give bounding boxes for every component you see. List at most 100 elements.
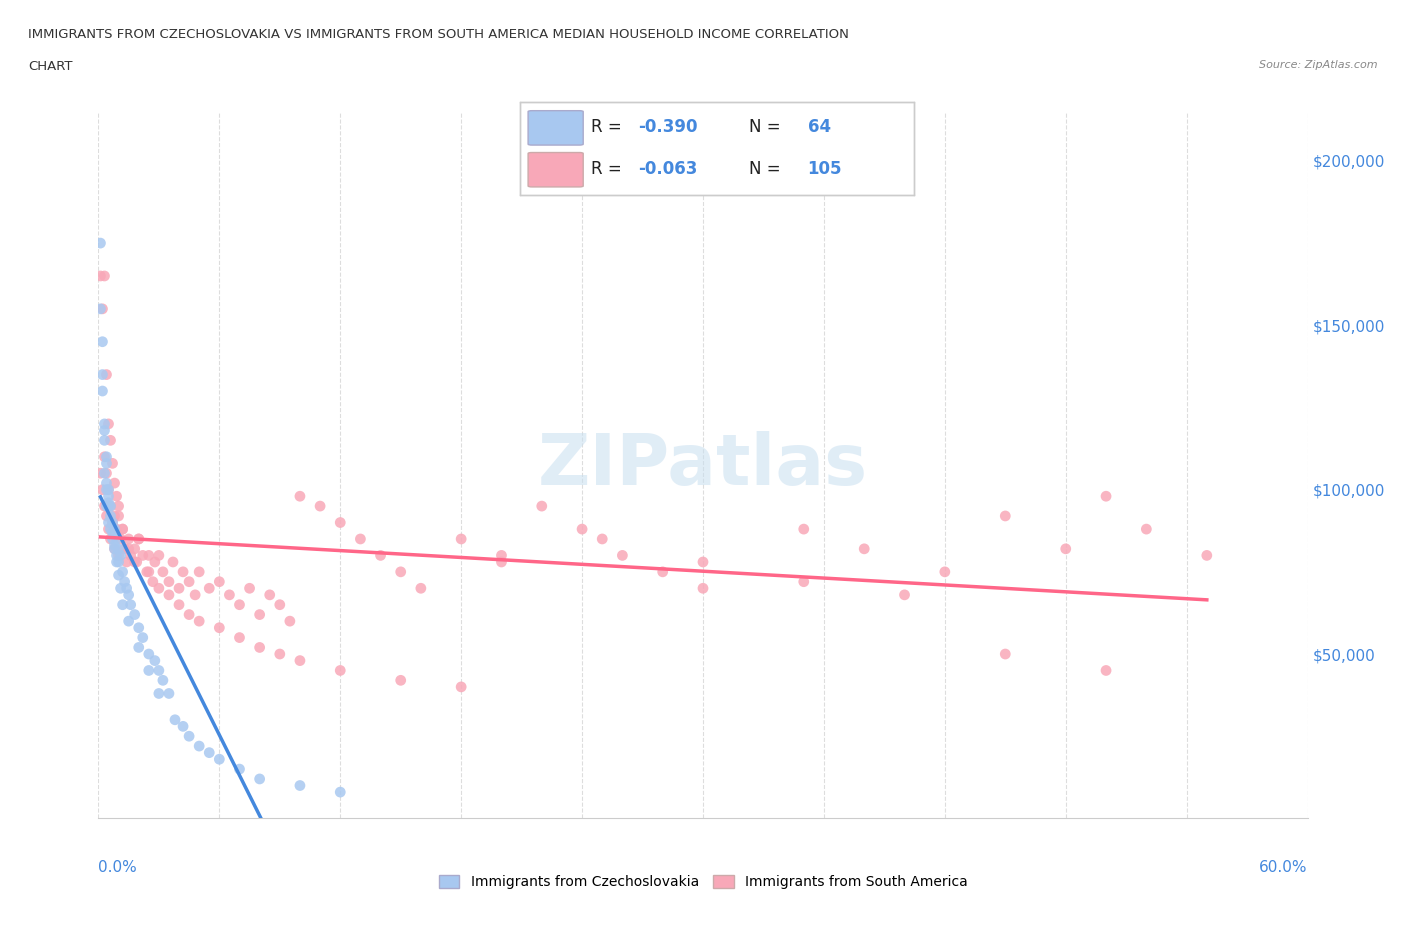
Point	[692, 581, 714, 596]
Point	[96, 509, 118, 524]
Point	[89, 235, 111, 250]
Point	[1095, 489, 1118, 504]
Point	[96, 456, 118, 471]
Point	[450, 680, 472, 695]
Point	[100, 522, 122, 537]
Point	[1195, 548, 1218, 563]
Point	[93, 423, 115, 438]
Point	[93, 417, 115, 432]
Point	[143, 653, 166, 668]
Point	[120, 548, 142, 563]
Point	[157, 574, 180, 589]
Point	[172, 565, 194, 579]
Point	[124, 554, 146, 569]
Point	[105, 489, 128, 504]
FancyBboxPatch shape	[529, 153, 583, 187]
Point	[114, 541, 136, 556]
Point	[309, 498, 332, 513]
Point	[114, 574, 136, 589]
Point	[188, 614, 211, 629]
Point	[148, 548, 170, 563]
Point	[269, 597, 291, 612]
Point	[96, 498, 118, 513]
Point	[228, 631, 250, 645]
Legend: Immigrants from Czechoslovakia, Immigrants from South America: Immigrants from Czechoslovakia, Immigran…	[432, 869, 974, 897]
Point	[91, 301, 114, 316]
Point	[571, 522, 593, 537]
Text: CHART: CHART	[28, 60, 73, 73]
Text: IMMIGRANTS FROM CZECHOSLOVAKIA VS IMMIGRANTS FROM SOUTH AMERICA MEDIAN HOUSEHOLD: IMMIGRANTS FROM CZECHOSLOVAKIA VS IMMIGR…	[28, 28, 849, 41]
Point	[96, 475, 118, 490]
Point	[179, 607, 201, 622]
Point	[97, 498, 120, 513]
Point	[100, 498, 122, 513]
Point	[110, 548, 132, 563]
Point	[111, 522, 134, 537]
Point	[91, 383, 114, 398]
Point	[93, 449, 115, 464]
Point	[128, 532, 150, 547]
Point	[101, 456, 124, 471]
Point	[118, 541, 141, 556]
Point	[269, 646, 291, 661]
Point	[172, 719, 194, 734]
Point	[107, 509, 129, 524]
Point	[349, 532, 371, 547]
Point	[97, 483, 120, 498]
Point	[157, 588, 180, 603]
Point	[163, 712, 186, 727]
Point	[278, 614, 301, 629]
Point	[184, 588, 207, 603]
Point	[97, 515, 120, 530]
Point	[329, 663, 352, 678]
Point	[120, 597, 142, 612]
Point	[89, 466, 111, 481]
Text: N =: N =	[748, 118, 786, 137]
Point	[1054, 541, 1077, 556]
Point	[115, 581, 138, 596]
Point	[89, 269, 111, 284]
Point	[103, 475, 125, 490]
Point	[107, 554, 129, 569]
Point	[208, 751, 231, 766]
Point	[103, 522, 125, 537]
Point	[105, 532, 128, 547]
Point	[179, 729, 201, 744]
Point	[148, 581, 170, 596]
Point	[329, 515, 352, 530]
Text: ZIPatlas: ZIPatlas	[538, 431, 868, 499]
Point	[994, 646, 1017, 661]
Point	[198, 581, 221, 596]
Point	[692, 554, 714, 569]
Point	[118, 614, 141, 629]
Point	[132, 548, 155, 563]
Point	[329, 785, 352, 800]
Point	[107, 541, 129, 556]
FancyBboxPatch shape	[529, 111, 583, 145]
Point	[138, 646, 160, 661]
Point	[118, 588, 141, 603]
Point	[93, 432, 115, 447]
Point	[101, 532, 124, 547]
Point	[208, 620, 231, 635]
Text: 105: 105	[807, 160, 842, 179]
Point	[100, 509, 122, 524]
Point	[138, 548, 160, 563]
Point	[128, 532, 150, 547]
Point	[994, 509, 1017, 524]
Point	[125, 554, 148, 569]
Point	[152, 673, 174, 688]
Point	[188, 565, 211, 579]
Point	[111, 522, 134, 537]
Point	[208, 574, 231, 589]
Point	[97, 496, 120, 511]
Point	[96, 483, 118, 498]
Point	[105, 522, 128, 537]
Point	[530, 498, 553, 513]
Point	[389, 673, 412, 688]
Text: Source: ZipAtlas.com: Source: ZipAtlas.com	[1260, 60, 1378, 71]
Point	[893, 588, 915, 603]
Point	[100, 498, 122, 513]
Text: R =: R =	[591, 160, 627, 179]
Point	[124, 541, 146, 556]
